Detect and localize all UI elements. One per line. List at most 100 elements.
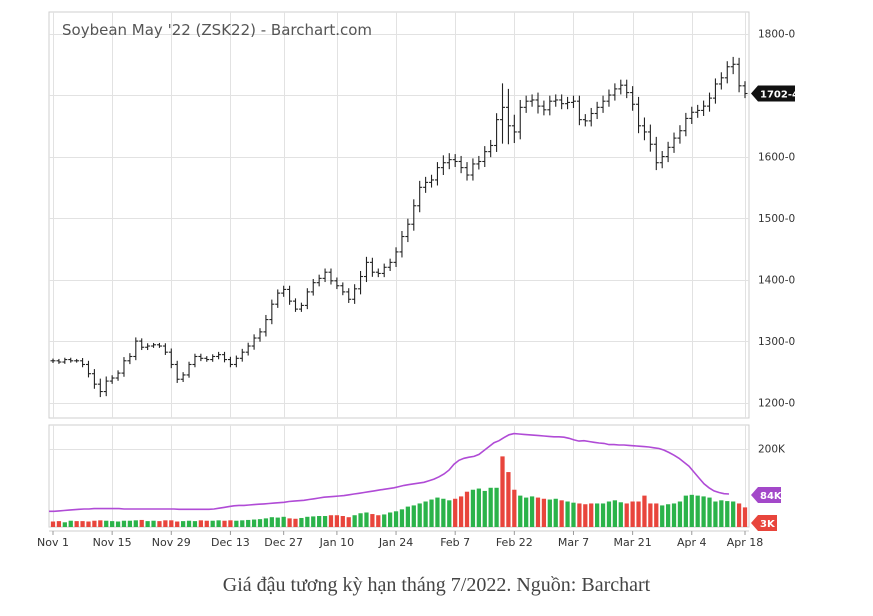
volume-bar xyxy=(529,496,535,527)
ohlc-bar xyxy=(423,176,429,193)
volume-bar xyxy=(180,521,186,527)
volume-bar xyxy=(571,502,576,527)
volume-bar xyxy=(458,496,464,527)
volume-bar xyxy=(701,496,706,527)
ohlc-bar xyxy=(659,151,665,169)
ohlc-bar xyxy=(417,180,423,213)
ohlc-bar xyxy=(724,61,730,84)
volume-bar xyxy=(328,515,334,527)
volume-bar xyxy=(565,501,570,527)
ohlc-bar xyxy=(547,95,553,116)
volume-bar xyxy=(263,518,269,527)
ohlc-bar xyxy=(328,268,334,285)
volume-bar xyxy=(50,521,56,527)
volume-bar xyxy=(494,487,499,527)
ohlc-bar xyxy=(742,81,748,99)
volume-bar xyxy=(322,516,328,527)
ohlc-bar xyxy=(358,270,364,295)
volume-bar xyxy=(110,521,115,527)
ohlc-bar xyxy=(269,299,275,325)
open-interest-line xyxy=(49,432,730,513)
ohlc-bar xyxy=(707,92,713,112)
ohlc-bar xyxy=(393,247,399,267)
ohlc-bar xyxy=(647,124,653,152)
ohlc-bar xyxy=(665,141,671,163)
volume-bar xyxy=(476,488,481,527)
volume-bar xyxy=(234,520,239,527)
chart-title: Soybean May '22 (ZSK22) - Barchart.com xyxy=(62,21,372,39)
ohlc-bar xyxy=(245,342,251,356)
ohlc-bar xyxy=(736,57,742,93)
ohlc-bar xyxy=(529,94,535,107)
ohlc-bar xyxy=(612,83,618,101)
volume-bar xyxy=(583,504,588,527)
ohlc-bar xyxy=(85,360,91,378)
ohlc-bar xyxy=(334,277,340,290)
volume-bar xyxy=(648,503,653,527)
volume-bar xyxy=(175,521,180,527)
volume-bar xyxy=(500,456,505,527)
ohlc-bar xyxy=(594,101,600,120)
x-tick-label: Jan 10 xyxy=(319,536,354,549)
ohlc-bar xyxy=(227,356,233,368)
open-interest-tag: 84K xyxy=(751,487,783,504)
ohlc-bar xyxy=(606,89,612,107)
figure-caption: Giá đậu tương kỳ hạn tháng 7/2022. Nguồn… xyxy=(222,574,651,596)
volume-bar xyxy=(240,520,245,527)
ohlc-bar xyxy=(399,230,405,258)
x-tick-label: Apr 18 xyxy=(727,536,764,549)
volume-bar xyxy=(606,501,612,527)
volume-bar xyxy=(346,517,351,527)
volume-bar xyxy=(731,501,736,527)
volume-bar xyxy=(671,503,677,527)
ohlc-bar xyxy=(56,358,62,364)
volume-bar xyxy=(387,512,393,527)
ohlc-bar xyxy=(446,153,452,170)
ohlc-bar xyxy=(198,353,204,362)
x-tick-label: Dec 27 xyxy=(264,536,303,549)
ohlc-bar xyxy=(570,95,576,108)
ohlc-bar xyxy=(671,132,677,153)
volume-bar xyxy=(559,500,564,527)
volume-bar xyxy=(104,520,109,527)
ohlc-bar xyxy=(109,375,115,384)
ohlc-bar xyxy=(452,154,458,168)
ohlc-bar xyxy=(565,96,571,110)
volume-bar xyxy=(624,503,629,527)
volume-bar xyxy=(169,520,174,527)
volume-bar xyxy=(246,519,251,527)
ohlc-bar xyxy=(316,274,322,287)
volume-bar xyxy=(482,490,487,527)
ohlc-bar xyxy=(582,114,588,127)
ohlc-bar xyxy=(559,94,565,110)
volume-bar xyxy=(713,501,718,527)
price-bars xyxy=(50,56,748,398)
volume-bar xyxy=(535,497,541,527)
ohlc-bar xyxy=(292,298,298,312)
x-tick-label: Mar 21 xyxy=(613,536,651,549)
ohlc-bar xyxy=(624,79,630,99)
volume-bar xyxy=(98,520,103,527)
ohlc-bar xyxy=(115,370,121,381)
ohlc-bar xyxy=(216,351,222,360)
volume-bar xyxy=(352,515,357,527)
ohlc-bar xyxy=(363,256,369,283)
volume-bar xyxy=(488,487,493,527)
chart-area: Soybean May '22 (ZSK22) - Barchart.com 1… xyxy=(37,11,799,549)
last-price-tag: 1702-4 xyxy=(751,85,799,102)
ohlc-bar xyxy=(68,357,74,363)
volume-bar xyxy=(139,519,144,527)
ohlc-bar xyxy=(168,348,174,369)
volume-bar xyxy=(287,518,292,527)
ohlc-bar xyxy=(387,258,393,271)
ohlc-bar xyxy=(156,342,162,348)
volume-bar xyxy=(228,520,233,527)
last-price-label: 1702-4 xyxy=(760,90,799,101)
ohlc-bar xyxy=(677,125,683,144)
ohlc-bar xyxy=(210,354,216,362)
volume-bar xyxy=(742,507,748,527)
ohlc-bar xyxy=(50,358,56,364)
ohlc-bar xyxy=(239,348,245,362)
ohlc-bar xyxy=(730,56,736,75)
volume-bar xyxy=(399,509,405,527)
